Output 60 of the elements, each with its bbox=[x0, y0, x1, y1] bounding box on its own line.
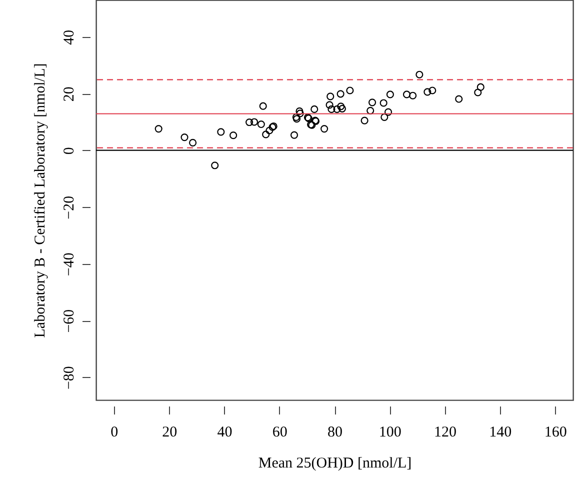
y-tick-label: −20 bbox=[62, 196, 78, 220]
point bbox=[402, 90, 411, 98]
point bbox=[386, 90, 394, 98]
point bbox=[336, 90, 344, 98]
point bbox=[384, 108, 392, 116]
x-tick-label: 160 bbox=[544, 424, 567, 440]
y-axis-title: Laboratory B - Certified Laboratory [nmol/L] bbox=[32, 63, 48, 338]
point bbox=[474, 88, 482, 96]
y-tick-label: −80 bbox=[62, 366, 78, 390]
point bbox=[230, 132, 238, 140]
point bbox=[262, 130, 270, 138]
y-tick-label: 0 bbox=[62, 147, 78, 155]
point bbox=[409, 92, 417, 100]
point bbox=[380, 113, 388, 121]
point bbox=[296, 107, 304, 115]
point bbox=[416, 70, 424, 78]
point bbox=[368, 98, 376, 106]
y-tick-label: −40 bbox=[62, 252, 78, 276]
point bbox=[476, 83, 484, 91]
point bbox=[290, 131, 298, 139]
x-tick-label: 20 bbox=[162, 424, 178, 440]
point bbox=[360, 116, 368, 124]
point bbox=[326, 92, 334, 100]
point bbox=[428, 86, 436, 94]
x-tick-label: 100 bbox=[378, 424, 402, 440]
x-tick-label: 40 bbox=[217, 424, 232, 440]
point bbox=[455, 95, 463, 103]
point bbox=[246, 118, 254, 126]
y-tick-label: 40 bbox=[62, 30, 78, 45]
point bbox=[338, 104, 346, 112]
y-tick-label: −60 bbox=[62, 309, 78, 333]
point bbox=[259, 102, 267, 110]
point bbox=[211, 162, 219, 170]
x-tick-label: 60 bbox=[272, 424, 288, 440]
point bbox=[296, 110, 304, 118]
point bbox=[257, 120, 265, 128]
point bbox=[326, 101, 334, 109]
point bbox=[292, 113, 300, 121]
point bbox=[424, 88, 432, 96]
point bbox=[154, 125, 162, 133]
point bbox=[266, 126, 274, 134]
point bbox=[328, 105, 336, 114]
point bbox=[217, 128, 225, 136]
point bbox=[320, 125, 328, 133]
point bbox=[292, 115, 301, 123]
x-tick-label: 120 bbox=[434, 424, 457, 440]
x-tick-label: 140 bbox=[489, 424, 512, 440]
point bbox=[310, 105, 318, 114]
x-tick-label: 80 bbox=[328, 424, 342, 440]
point bbox=[380, 99, 388, 107]
x-axis-title: Mean 25(OH)D [nmol/L] bbox=[258, 456, 412, 472]
point bbox=[250, 118, 258, 126]
point bbox=[333, 105, 341, 114]
y-tick-label: 20 bbox=[62, 86, 78, 102]
point bbox=[180, 134, 188, 142]
point bbox=[346, 86, 354, 94]
x-tick-label: 0 bbox=[110, 424, 118, 440]
point bbox=[188, 138, 197, 146]
point bbox=[337, 102, 345, 110]
point bbox=[366, 106, 374, 114]
